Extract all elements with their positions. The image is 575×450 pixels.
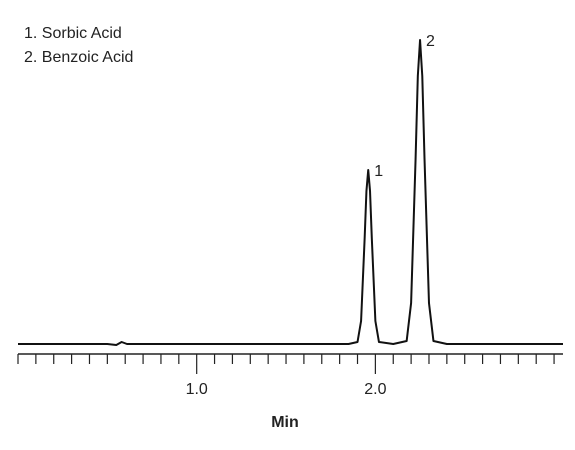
x-tick-label: 1.0 <box>186 381 208 398</box>
legend-entry: 1. Sorbic Acid <box>24 25 122 42</box>
x-axis-label: Min <box>271 414 299 431</box>
legend-entry: 2. Benzoic Acid <box>24 49 133 66</box>
x-tick-label: 2.0 <box>364 381 386 398</box>
peak-label: 2 <box>426 33 435 50</box>
chromatogram-trace <box>18 39 563 346</box>
peak-label: 1 <box>374 163 383 180</box>
